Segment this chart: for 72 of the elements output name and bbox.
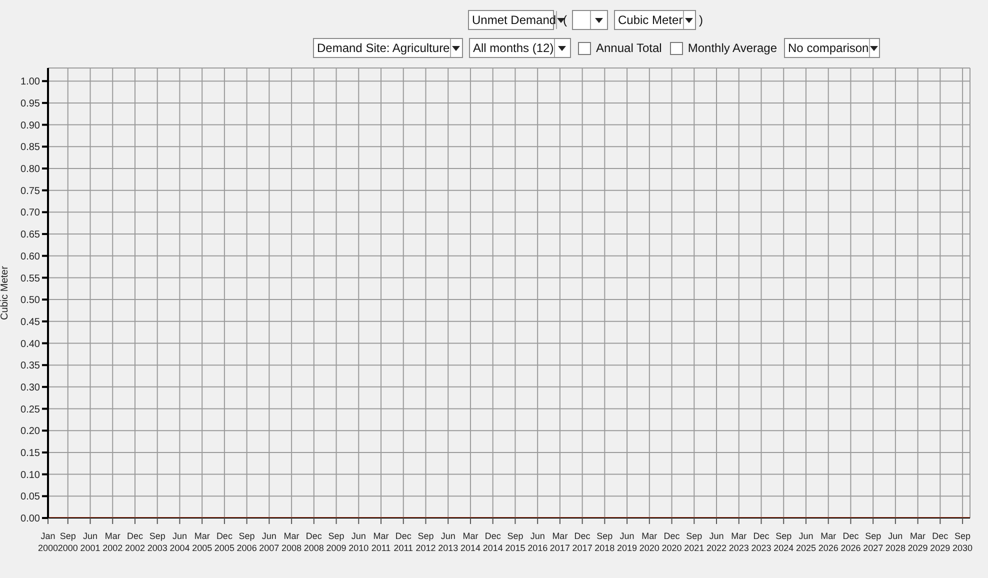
x-tick-label: Jun 2010 <box>348 531 369 553</box>
x-tick-label: Jun 2004 <box>170 531 190 553</box>
x-tick-label: Dec 2026 <box>840 531 861 553</box>
text: Annual Total <box>596 41 662 55</box>
y-tick-label: 0.40 <box>20 338 40 350</box>
x-tick-label: Sep 2024 <box>774 531 794 553</box>
x-tick-label: Dec 2020 <box>662 531 682 553</box>
x-tick-label: Dec 2008 <box>304 531 324 553</box>
dropdown: Demand Site: Agriculture <box>313 38 463 58</box>
y-tick-label: 0.55 <box>20 273 40 284</box>
x-tick-label: Jun 2028 <box>885 531 906 553</box>
x-tick-label: Dec 2014 <box>482 531 503 553</box>
y-tick-label: 0.00 <box>20 514 40 525</box>
x-tick-label: Mar 2029 <box>908 531 928 553</box>
x-tick-label: Jun 2025 <box>796 531 816 553</box>
x-tick-label: Sep 2012 <box>416 531 436 553</box>
y-axis-title: Cubic Meter <box>0 265 11 320</box>
dropdown: Cubic Meter <box>614 10 696 30</box>
y-tick-label: 0.60 <box>20 251 40 262</box>
x-tick-label: Dec 2002 <box>124 531 145 553</box>
dropdown: No comparison <box>784 38 880 58</box>
y-tick-label: 0.95 <box>20 98 40 110</box>
x-tick-label: Dec 2029 <box>930 531 950 553</box>
y-tick-label: 0.50 <box>20 295 40 306</box>
x-tick-label: Mar 2008 <box>282 531 302 553</box>
x-tick-label: Sep 2027 <box>863 531 884 553</box>
x-tick-label: Sep 2003 <box>147 531 168 553</box>
x-tick-label: Sep 2015 <box>505 531 526 553</box>
text: Monthly Average <box>688 41 778 55</box>
x-tick-label: Dec 2023 <box>751 531 772 553</box>
x-tick-label: Mar 2020 <box>639 531 660 553</box>
y-tick-label: 0.85 <box>20 142 40 154</box>
y-tick-label: 0.80 <box>20 164 40 176</box>
x-tick-label: Sep 2006 <box>236 531 257 553</box>
y-tick-label: 0.45 <box>20 316 40 328</box>
x-tick-label: Mar 2002 <box>102 531 123 553</box>
x-tick-label: Dec 2005 <box>214 531 234 553</box>
x-tick-label: Jun 2022 <box>706 531 727 553</box>
x-tick-label: Dec 2017 <box>572 531 592 553</box>
x-tick-label: Mar 2023 <box>728 531 749 553</box>
y-tick-label: 0.30 <box>20 382 40 394</box>
text: ) <box>699 13 703 27</box>
y-tick-label: 0.10 <box>20 470 40 481</box>
x-tick-label: Jun 2016 <box>528 531 548 553</box>
text: ( <box>563 13 567 27</box>
x-tick-label: Mar 2026 <box>818 531 838 553</box>
y-tick-label: 0.25 <box>20 404 40 416</box>
x-tick-label: Jun 2007 <box>259 531 280 553</box>
y-tick-label: 1.00 <box>20 76 40 88</box>
y-tick-label: 0.75 <box>20 186 40 197</box>
x-tick-label: Sep 2009 <box>326 531 346 553</box>
y-tick-label: 0.90 <box>20 120 40 132</box>
x-tick-label: Mar 2005 <box>192 531 212 553</box>
y-tick-label: 0.15 <box>20 448 40 460</box>
y-tick-label: 0.35 <box>20 360 40 372</box>
y-tick-label: 0.65 <box>20 230 40 241</box>
x-tick-label: Sep 2018 <box>594 531 615 553</box>
y-tick-label: 0.05 <box>20 492 40 503</box>
x-tick-label: Mar 2014 <box>460 531 480 553</box>
x-tick-label: Jun 2001 <box>80 531 100 553</box>
y-tick-label: 0.20 <box>20 426 40 438</box>
x-tick-label: Jan 2000 <box>38 531 58 553</box>
x-tick-label: Sep 2030 <box>952 531 973 553</box>
x-tick-label: Jun 2019 <box>617 531 638 553</box>
dropdown: All months (12) <box>469 38 571 58</box>
y-tick-label: 0.70 <box>20 208 40 219</box>
x-tick-label: Sep 2021 <box>684 531 704 553</box>
x-tick-label: Jun 2013 <box>438 531 458 553</box>
x-tick-label: Sep 2000 <box>58 531 78 553</box>
x-tick-label: Mar 2011 <box>371 531 391 553</box>
x-tick-label: Dec 2011 <box>394 531 414 553</box>
x-tick-label: Mar 2017 <box>550 531 570 553</box>
